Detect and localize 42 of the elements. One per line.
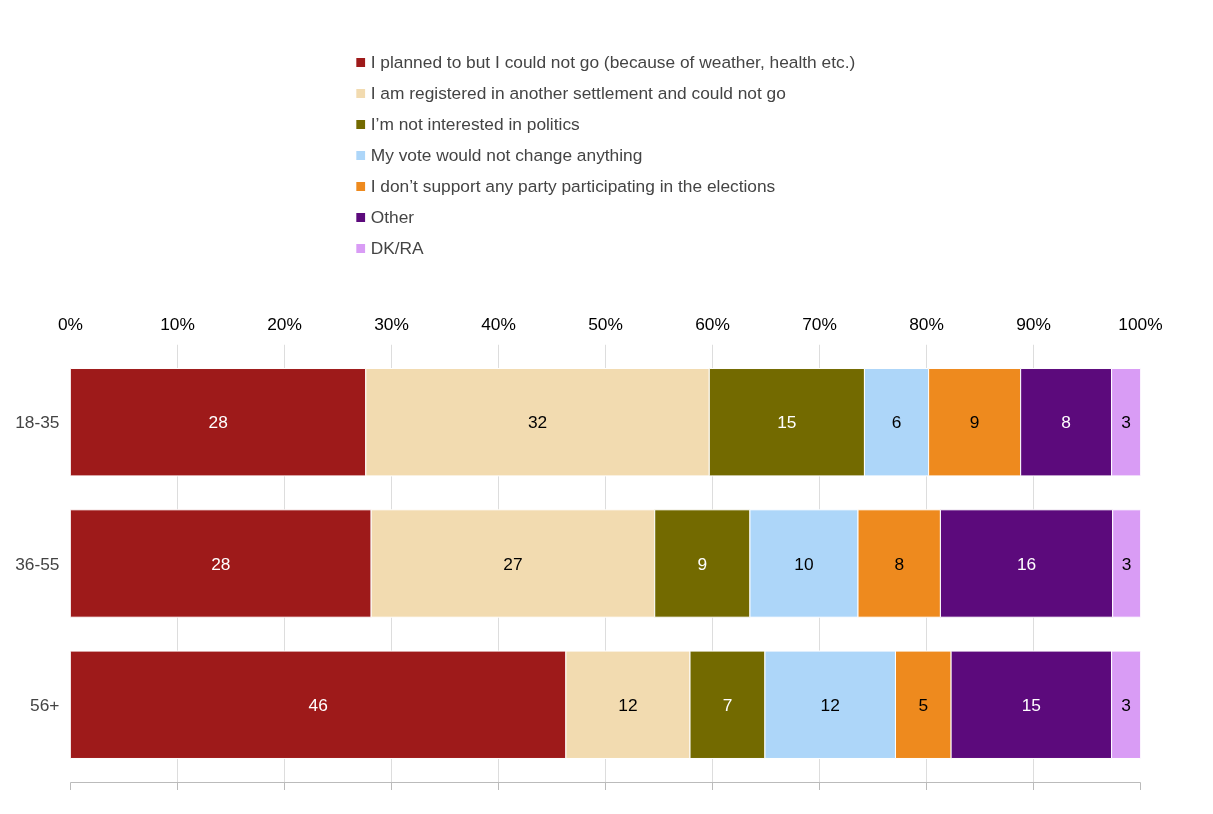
data-label: 28	[208, 412, 228, 433]
data-label: 15	[777, 412, 797, 433]
x-tick-label: 50%	[588, 313, 623, 334]
data-label: 9	[969, 412, 980, 433]
data-label: 27	[503, 553, 523, 574]
data-label: 8	[894, 553, 905, 574]
data-label: 3	[1121, 553, 1132, 574]
data-label: 3	[1121, 694, 1131, 715]
legend-label: Other	[370, 206, 415, 228]
data-label: 32	[527, 412, 548, 433]
data-label: 10	[794, 553, 814, 574]
legend-label: I am registered in another settlement and could not go	[370, 82, 786, 104]
x-tick-label: 10%	[160, 313, 195, 334]
data-label: 12	[618, 694, 638, 715]
x-tick-label: 20%	[267, 313, 302, 334]
data-label: 7	[722, 694, 733, 715]
x-tick-label: 0%	[57, 313, 84, 334]
legend-label: I planned to but I could not go (because of weather, health etc.)	[370, 51, 856, 73]
x-tick-label: 30%	[374, 313, 409, 334]
x-tick-label: 40%	[481, 313, 516, 334]
data-label: 16	[1016, 553, 1037, 574]
legend-label: I’m not interested in politics	[370, 113, 580, 135]
y-tick-label: 18-35	[15, 412, 60, 433]
data-label: 6	[891, 412, 902, 433]
legend-label: DK/RA	[370, 237, 424, 259]
x-tick-label: 100%	[1118, 313, 1163, 334]
data-label: 3	[1121, 412, 1131, 433]
data-label: 46	[308, 694, 328, 715]
data-label: 28	[211, 553, 231, 574]
x-tick-label: 70%	[802, 313, 837, 334]
data-label: 12	[820, 694, 840, 715]
y-tick-label: 56+	[30, 694, 60, 715]
x-tick-label: 80%	[909, 313, 944, 334]
legend-label: My vote would not change anything	[370, 144, 643, 166]
data-label: 9	[697, 553, 708, 574]
legend-label: I don’t support any party participating in the elections	[370, 175, 776, 197]
data-label: 15	[1021, 694, 1041, 715]
x-tick-label: 90%	[1016, 313, 1051, 334]
x-tick-label: 60%	[695, 313, 730, 334]
y-tick-label: 36-55	[15, 553, 60, 574]
data-label: 5	[918, 694, 929, 715]
data-label: 8	[1061, 412, 1071, 433]
